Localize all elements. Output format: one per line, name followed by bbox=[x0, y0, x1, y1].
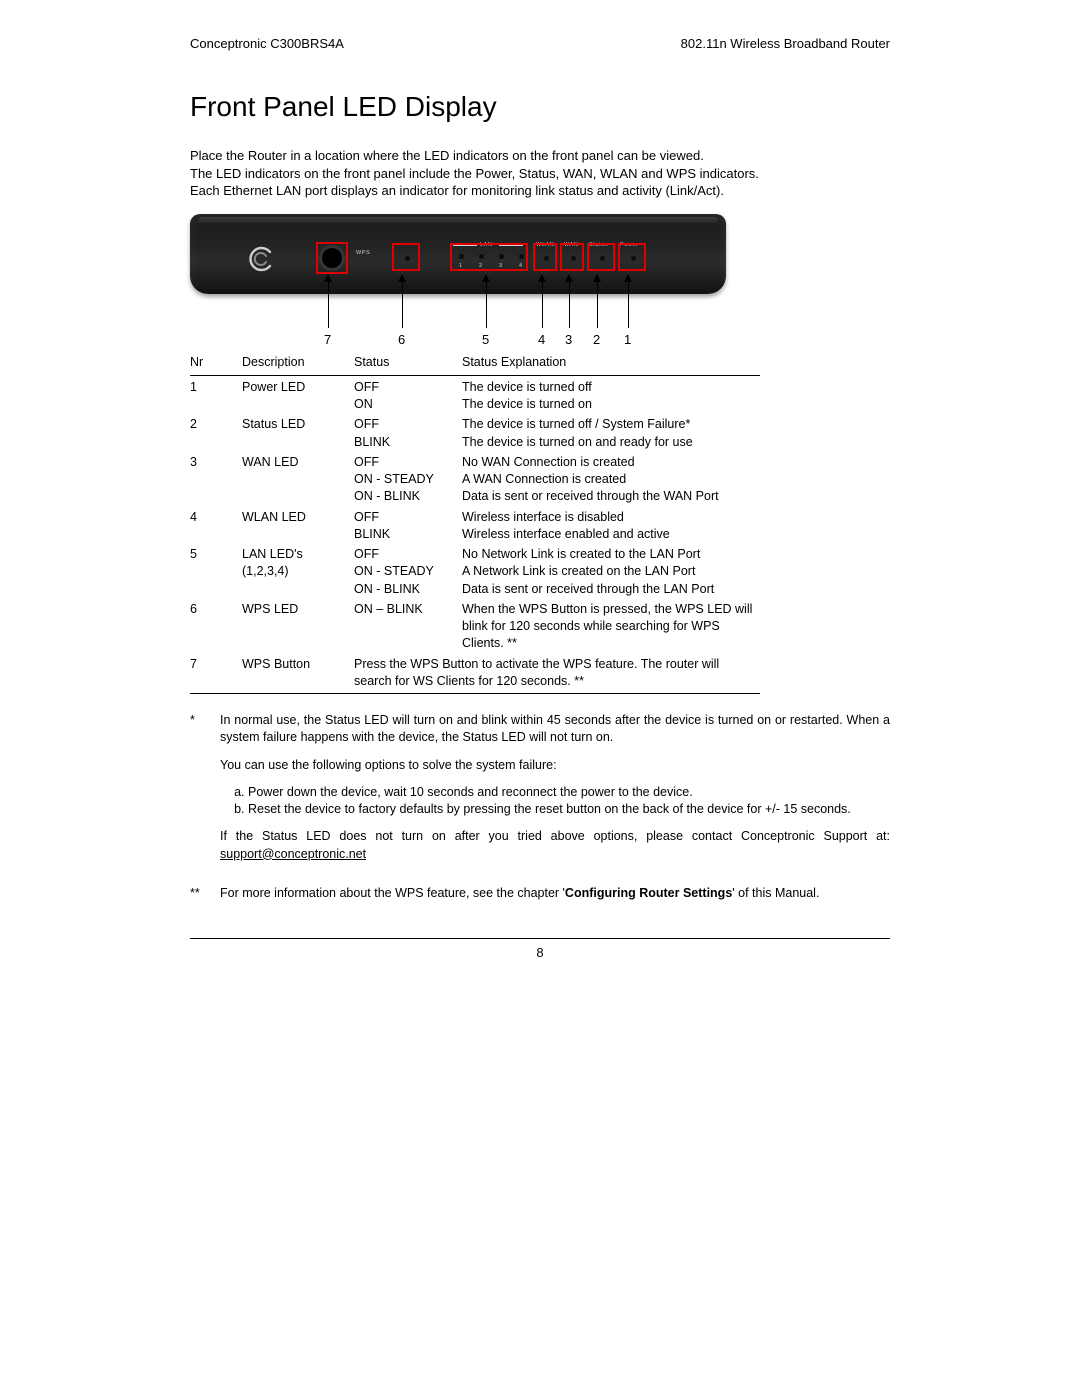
table-row: 7WPS ButtonPress the WPS Button to activ… bbox=[190, 653, 760, 694]
highlight-box bbox=[560, 243, 584, 271]
callout-arrow-line bbox=[486, 282, 487, 328]
intro-line: The LED indicators on the front panel in… bbox=[190, 165, 890, 183]
led-number: 3 bbox=[499, 263, 502, 269]
page-rule bbox=[190, 938, 890, 939]
callout-arrow-line bbox=[402, 282, 403, 328]
manual-page: Conceptronic C300BRS4A 802.11n Wireless … bbox=[0, 0, 1080, 1397]
table-header: Status Explanation bbox=[462, 354, 760, 376]
callout-arrow-head bbox=[398, 274, 406, 282]
footnote-text: You can use the following options to sol… bbox=[220, 757, 890, 774]
led-dot bbox=[519, 254, 524, 259]
highlight-box bbox=[587, 243, 615, 271]
callout-arrow-line bbox=[628, 282, 629, 328]
intro-line: Place the Router in a location where the… bbox=[190, 147, 890, 165]
conceptronic-logo-icon bbox=[248, 246, 274, 272]
intro-line: Each Ethernet LAN port displays an indic… bbox=[190, 182, 890, 200]
table-row: (1,2,3,4)ON - STEADYA Network Link is cr… bbox=[190, 563, 760, 580]
table-row: 3WAN LEDOFFNo WAN Connection is created bbox=[190, 451, 760, 471]
footnote-text: If the Status LED does not turn on after… bbox=[220, 828, 890, 863]
callout-arrows: 7 6 5 4 3 2 1 bbox=[190, 294, 726, 350]
table-row: ON - STEADYA WAN Connection is created bbox=[190, 471, 760, 488]
callout-arrow-line bbox=[542, 282, 543, 328]
highlight-box bbox=[392, 243, 420, 271]
table-row: ONThe device is turned on bbox=[190, 396, 760, 413]
callout-number: 2 bbox=[593, 332, 600, 347]
led-number: 1 bbox=[459, 263, 462, 269]
callout-arrow-head bbox=[538, 274, 546, 282]
table-header: Nr bbox=[190, 354, 242, 376]
callout-number: 7 bbox=[324, 332, 331, 347]
callout-arrow-head bbox=[624, 274, 632, 282]
callout-number: 6 bbox=[398, 332, 405, 347]
highlight-box bbox=[618, 243, 646, 271]
table-header: Description bbox=[242, 354, 354, 376]
table-row: BLINKWireless interface enabled and acti… bbox=[190, 526, 760, 543]
table-row: ON - BLINKData is sent or received throu… bbox=[190, 581, 760, 598]
footnote-mark: ** bbox=[190, 885, 220, 912]
footnote-text: In normal use, the Status LED will turn … bbox=[220, 712, 890, 747]
callout-arrow-line bbox=[569, 282, 570, 328]
led-dot bbox=[479, 254, 484, 259]
panel-label-wps: WPS bbox=[356, 250, 370, 256]
led-dot bbox=[499, 254, 504, 259]
page-title: Front Panel LED Display bbox=[190, 91, 890, 123]
intro-paragraph: Place the Router in a location where the… bbox=[190, 147, 890, 200]
footnote-mark: * bbox=[190, 712, 220, 873]
callout-arrow-head bbox=[565, 274, 573, 282]
footnote-list-item: Reset the device to factory defaults by … bbox=[248, 801, 890, 818]
callout-arrow-head bbox=[482, 274, 490, 282]
highlight-box bbox=[316, 242, 348, 274]
table-row: 2Status LEDOFFThe device is turned off /… bbox=[190, 413, 760, 433]
led-number: 4 bbox=[519, 263, 522, 269]
support-email: support@conceptronic.net bbox=[220, 847, 366, 861]
table-row: 4WLAN LEDOFFWireless interface is disabl… bbox=[190, 506, 760, 526]
table-header: Status bbox=[354, 354, 462, 376]
footnote-text: For more information about the WPS featu… bbox=[220, 885, 890, 902]
callout-arrow-head bbox=[324, 274, 332, 282]
table-row: 1Power LEDOFFThe device is turned off bbox=[190, 375, 760, 396]
led-number: 2 bbox=[479, 263, 482, 269]
callout-arrow-line bbox=[328, 282, 329, 328]
running-heads: Conceptronic C300BRS4A 802.11n Wireless … bbox=[190, 36, 890, 51]
table-row: BLINKThe device is turned on and ready f… bbox=[190, 434, 760, 451]
table-row: ON - BLINKData is sent or received throu… bbox=[190, 488, 760, 505]
callout-number: 4 bbox=[538, 332, 545, 347]
callout-arrow-line bbox=[597, 282, 598, 328]
running-head-left: Conceptronic C300BRS4A bbox=[190, 36, 344, 51]
footnote-list-item: Power down the device, wait 10 seconds a… bbox=[248, 784, 890, 801]
highlight-box bbox=[533, 243, 557, 271]
callout-number: 5 bbox=[482, 332, 489, 347]
footnotes: * In normal use, the Status LED will tur… bbox=[190, 712, 890, 912]
router-illustration: WPS LAN WLAN WAN Status Power 1234 bbox=[190, 214, 726, 294]
running-head-right: 802.11n Wireless Broadband Router bbox=[681, 36, 890, 51]
callout-number: 1 bbox=[624, 332, 631, 347]
page-number: 8 bbox=[190, 945, 890, 960]
table-row: 6WPS LEDON – BLINKWhen the WPS Button is… bbox=[190, 598, 760, 653]
callout-number: 3 bbox=[565, 332, 572, 347]
led-table: Nr Description Status Status Explanation… bbox=[190, 354, 760, 695]
table-row: 5LAN LED'sOFFNo Network Link is created … bbox=[190, 543, 760, 563]
led-dot bbox=[459, 254, 464, 259]
callout-arrow-head bbox=[593, 274, 601, 282]
